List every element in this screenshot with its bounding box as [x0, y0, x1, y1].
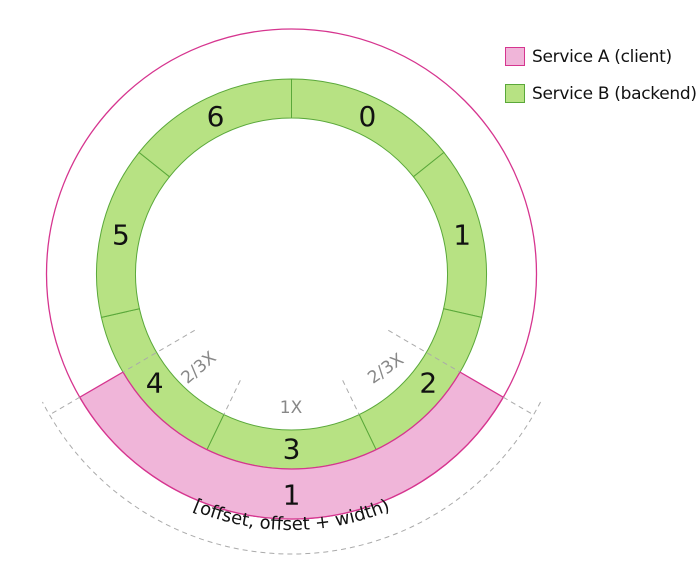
backend-segment-label: 2 [419, 367, 437, 400]
backend-segment-label: 1 [453, 219, 471, 252]
backend-segment-label: 5 [112, 219, 130, 252]
backend-segment [96, 151, 171, 318]
legend-label: Service B (backend) [532, 83, 697, 104]
dashed-guide-line [388, 329, 461, 373]
backend-segment [138, 78, 292, 178]
client-segment [78, 371, 505, 520]
dashed-guide-line [502, 396, 534, 416]
range-arc [42, 401, 541, 555]
legend-label: Service A (client) [532, 46, 672, 67]
legend-item-service-b: Service B (backend) [505, 75, 697, 112]
backend-segment-label: 4 [146, 367, 164, 400]
dashed-guide-line [49, 396, 81, 416]
backend-segment-label: 3 [283, 433, 301, 466]
legend-item-service-a: Service A (client) [505, 38, 697, 75]
weight-label-center: 1X [280, 398, 303, 418]
service-b-swatch [505, 84, 525, 103]
dashed-guide-line [122, 329, 195, 373]
backend-segment-label: 6 [207, 100, 225, 133]
client-segment-label: 1 [283, 479, 301, 512]
legend: Service A (client) Service B (backend) [505, 38, 697, 112]
weight-label-right: 2/3X [364, 349, 408, 388]
dashed-guide-line [342, 380, 360, 415]
weight-label-left: 2/3X [178, 348, 221, 389]
backend-segment [412, 151, 487, 318]
backend-segment-label: 0 [359, 100, 377, 133]
service-a-swatch [505, 47, 525, 66]
dashed-guide-line [223, 380, 241, 415]
